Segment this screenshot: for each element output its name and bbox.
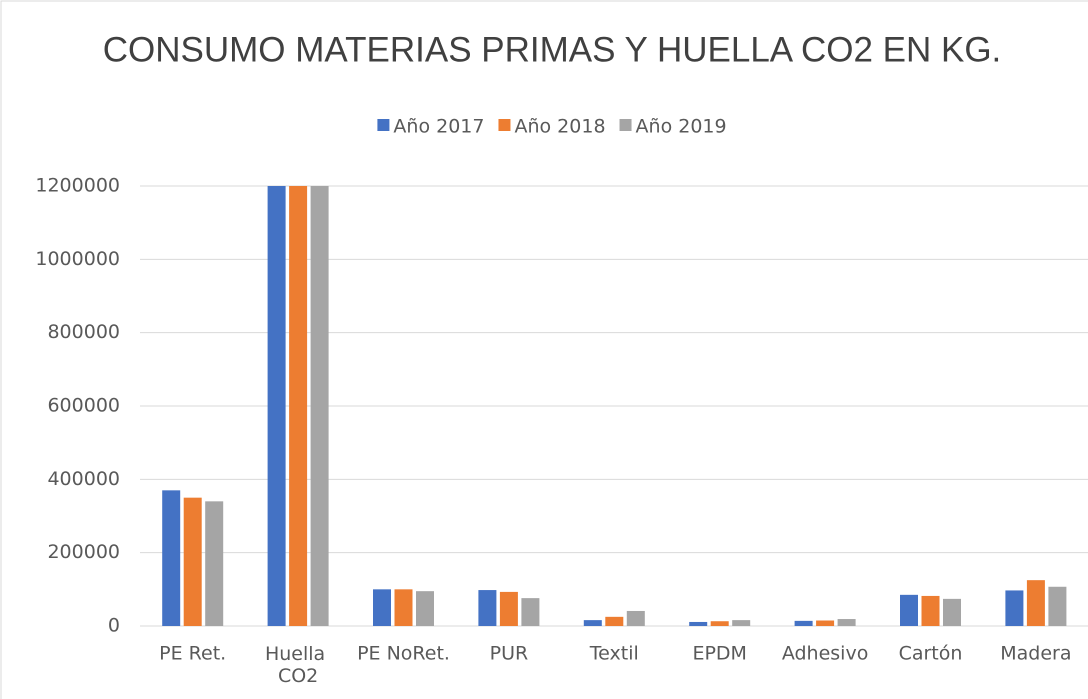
x-tick-label: Textil: [589, 643, 639, 665]
legend-swatch: [619, 119, 632, 131]
x-tick-label: Madera: [1000, 643, 1071, 665]
bar: [1005, 590, 1024, 626]
bar: [373, 589, 391, 626]
y-tick-label: 400000: [47, 468, 120, 490]
bar: [289, 186, 308, 626]
bar: [900, 594, 918, 626]
bar: [1048, 586, 1067, 626]
bar: [310, 186, 329, 626]
bar: [499, 591, 518, 626]
bar: [416, 591, 434, 626]
y-tick-label: 600000: [47, 395, 120, 417]
bar: [710, 621, 729, 626]
bar: [837, 619, 856, 626]
x-tick-label: Adhesivo: [782, 643, 869, 665]
bar: [583, 620, 602, 626]
x-tick-label: EPDM: [692, 643, 747, 665]
x-tick-label: PE Ret.: [159, 643, 226, 665]
legend-item: Año 2018: [498, 116, 606, 138]
bar: [816, 620, 835, 626]
bar: [1026, 580, 1045, 626]
bar: [394, 589, 413, 626]
bar: [689, 621, 708, 626]
labels: 0 200000 400000 600000 800000 1000000 1200000 P…: [35, 175, 1071, 687]
legend-label: Año 2019: [636, 116, 727, 138]
x-tick-label: Huella CO2: [265, 643, 331, 687]
x-tick-label: Cartón: [899, 643, 963, 665]
legend-swatch: [377, 119, 390, 131]
bar: [732, 620, 751, 626]
bar: [626, 610, 645, 626]
chart-title: CONSUMO MATERIAS PRIMAS Y HUELLA CO2 EN …: [103, 30, 1002, 69]
legend-item: Año 2019: [619, 116, 727, 138]
bar: [267, 186, 286, 626]
x-tick-label: PE NoRet.: [357, 643, 450, 665]
legend-swatch: [498, 119, 511, 131]
legend: Año 2017 Año 2018 Año 2019: [377, 116, 727, 138]
bar: [478, 590, 497, 626]
legend-label: Año 2017: [393, 116, 484, 138]
bar: [943, 598, 961, 626]
x-tick-label: PUR: [490, 643, 529, 665]
bar: [183, 497, 202, 626]
y-tick-label: 1200000: [35, 175, 120, 197]
y-tick-label: 1000000: [35, 248, 120, 270]
legend-item: Año 2017: [377, 116, 484, 138]
bar: [205, 501, 224, 626]
bar: [162, 490, 181, 626]
bar: [605, 616, 624, 626]
bar: [521, 598, 540, 626]
y-tick-label: 800000: [47, 321, 120, 343]
bars: [162, 186, 1067, 626]
legend-label: Año 2018: [514, 116, 605, 138]
y-tick-label: 200000: [47, 541, 120, 563]
bar: [921, 595, 940, 626]
bar: [794, 620, 813, 626]
y-tick-label: 0: [108, 615, 120, 637]
